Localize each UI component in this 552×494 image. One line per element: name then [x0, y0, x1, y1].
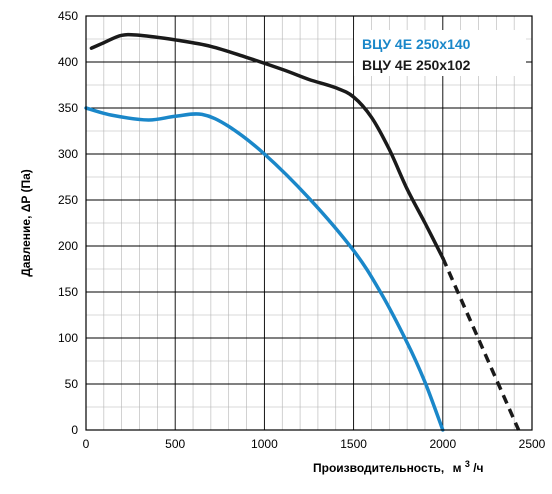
x-tick-label: 2000 [429, 437, 456, 451]
x-tick-labels: 0 500 1000 1500 2000 2500 [83, 437, 546, 451]
x-axis-label-text: Производительность, [313, 461, 444, 475]
x-tick-label: 2500 [519, 437, 546, 451]
x-tick-label: 0 [83, 437, 90, 451]
legend-box [354, 30, 526, 76]
legend: ВЦУ 4Е 250x140 ВЦУ 4Е 250x102 [354, 30, 526, 76]
x-tick-label: 500 [165, 437, 185, 451]
plot-frame [85, 15, 533, 431]
y-axis-label: Давление, ΔP (Па) [19, 169, 33, 277]
series-layer [84, 32, 521, 432]
series-line-2 [89, 32, 445, 260]
y-tick-label: 0 [71, 423, 78, 437]
x-tick-label: 1000 [251, 437, 278, 451]
x-axis-unit-tail: /ч [473, 461, 483, 475]
x-axis-unit-superscript: 3 [465, 459, 470, 469]
y-tick-label: 50 [65, 377, 79, 391]
legend-entry-series-2: ВЦУ 4Е 250x102 [362, 57, 471, 73]
y-tick-label: 400 [58, 55, 78, 69]
x-axis-unit-base: м [453, 461, 462, 475]
x-tick-label: 1500 [340, 437, 367, 451]
y-tick-label: 350 [58, 101, 78, 115]
y-tick-label: 100 [58, 331, 78, 345]
series-line-1 [84, 106, 445, 432]
y-tick-label: 450 [58, 9, 78, 23]
y-tick-label: 200 [58, 239, 78, 253]
series-extrapolation-2 [441, 257, 521, 431]
x-axis-label: Производительность, м 3 /ч [313, 456, 484, 475]
y-tick-labels: 0 50 100 150 200 250 300 350 400 450 [58, 9, 78, 437]
y-tick-label: 250 [58, 193, 78, 207]
y-tick-label: 150 [58, 285, 78, 299]
legend-entry-series-1: ВЦУ 4Е 250x140 [362, 36, 471, 52]
y-tick-label: 300 [58, 147, 78, 161]
